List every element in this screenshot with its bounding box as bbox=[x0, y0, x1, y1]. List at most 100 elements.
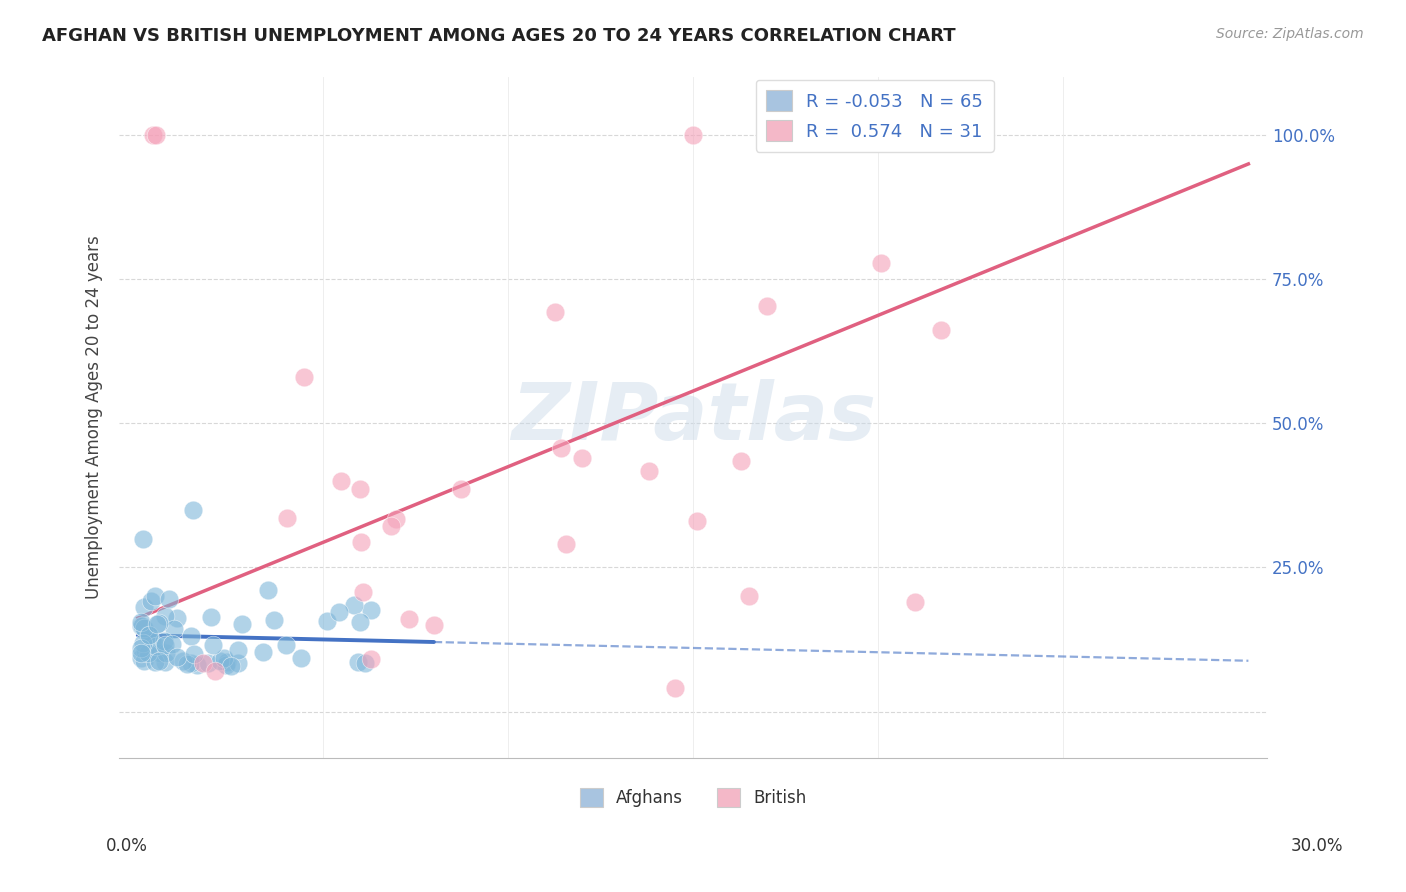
Point bbox=[193, 656, 215, 670]
Point bbox=[398, 612, 420, 626]
Point bbox=[134, 621, 156, 635]
Y-axis label: Unemployment Among Ages 20 to 24 years: Unemployment Among Ages 20 to 24 years bbox=[86, 235, 103, 599]
Point bbox=[328, 605, 350, 619]
Point bbox=[276, 638, 298, 652]
Point bbox=[204, 665, 226, 679]
Point bbox=[166, 611, 188, 625]
Point bbox=[215, 658, 238, 673]
Point bbox=[360, 651, 382, 665]
Point bbox=[755, 300, 778, 314]
Point bbox=[209, 654, 232, 668]
Point bbox=[637, 464, 659, 478]
Legend: Afghans, British: Afghans, British bbox=[574, 781, 813, 814]
Point bbox=[136, 628, 159, 642]
Point bbox=[180, 629, 202, 643]
Point bbox=[153, 656, 176, 670]
Point bbox=[176, 657, 198, 672]
Point bbox=[202, 638, 225, 652]
Point bbox=[136, 647, 159, 661]
Point bbox=[160, 637, 183, 651]
Point bbox=[181, 502, 204, 516]
Point bbox=[904, 595, 927, 609]
Text: 0.0%: 0.0% bbox=[105, 837, 148, 855]
Point bbox=[554, 537, 576, 551]
Point bbox=[450, 482, 472, 496]
Point bbox=[148, 654, 170, 668]
Point bbox=[571, 450, 593, 465]
Point bbox=[153, 608, 176, 623]
Point bbox=[132, 636, 155, 650]
Point bbox=[131, 619, 153, 633]
Point bbox=[163, 623, 186, 637]
Point bbox=[143, 656, 166, 670]
Point bbox=[330, 474, 353, 488]
Point bbox=[172, 654, 194, 668]
Point bbox=[131, 646, 153, 660]
Point bbox=[166, 649, 188, 664]
Point bbox=[142, 128, 165, 142]
Point bbox=[870, 256, 893, 270]
Point bbox=[360, 603, 382, 617]
Point bbox=[183, 647, 205, 661]
Point bbox=[352, 584, 374, 599]
Point bbox=[941, 128, 963, 142]
Point bbox=[292, 370, 315, 384]
Point bbox=[263, 613, 285, 627]
Point bbox=[290, 651, 312, 665]
Point bbox=[346, 655, 368, 669]
Point bbox=[315, 615, 337, 629]
Point bbox=[131, 619, 153, 633]
Point bbox=[131, 650, 153, 665]
Text: Source: ZipAtlas.com: Source: ZipAtlas.com bbox=[1216, 27, 1364, 41]
Point bbox=[686, 514, 709, 528]
Point bbox=[141, 594, 163, 608]
Point bbox=[343, 598, 366, 612]
Point bbox=[350, 535, 373, 549]
Point bbox=[423, 618, 446, 632]
Point bbox=[212, 651, 235, 665]
Point bbox=[730, 454, 752, 468]
Point bbox=[155, 646, 177, 660]
Point bbox=[257, 583, 280, 598]
Point bbox=[231, 616, 253, 631]
Point bbox=[219, 659, 242, 673]
Point bbox=[145, 639, 167, 653]
Point bbox=[385, 512, 408, 526]
Text: 30.0%: 30.0% bbox=[1291, 837, 1343, 855]
Point bbox=[252, 645, 274, 659]
Point bbox=[157, 592, 180, 607]
Point bbox=[226, 643, 249, 657]
Point bbox=[664, 681, 686, 696]
Point bbox=[929, 323, 952, 337]
Point bbox=[197, 657, 219, 671]
Point bbox=[148, 616, 170, 631]
Point bbox=[200, 609, 222, 624]
Point bbox=[145, 128, 167, 142]
Point bbox=[134, 644, 156, 658]
Point bbox=[143, 589, 166, 603]
Point bbox=[550, 441, 572, 455]
Point bbox=[149, 646, 172, 660]
Point bbox=[146, 616, 169, 631]
Point bbox=[349, 482, 371, 496]
Point bbox=[682, 128, 704, 142]
Point bbox=[353, 657, 375, 671]
Point bbox=[131, 640, 153, 655]
Point bbox=[153, 633, 176, 648]
Point bbox=[737, 589, 759, 603]
Text: ZIPatlas: ZIPatlas bbox=[510, 378, 876, 457]
Point bbox=[544, 305, 567, 319]
Point bbox=[180, 656, 202, 670]
Point bbox=[155, 638, 177, 652]
Point bbox=[226, 656, 249, 670]
Point bbox=[132, 599, 155, 614]
Point bbox=[186, 658, 208, 673]
Point bbox=[380, 518, 402, 533]
Point bbox=[349, 615, 371, 629]
Point bbox=[215, 655, 238, 669]
Point bbox=[138, 629, 160, 643]
Point bbox=[132, 532, 155, 546]
Point bbox=[131, 615, 153, 629]
Point bbox=[138, 628, 160, 642]
Point bbox=[132, 654, 155, 668]
